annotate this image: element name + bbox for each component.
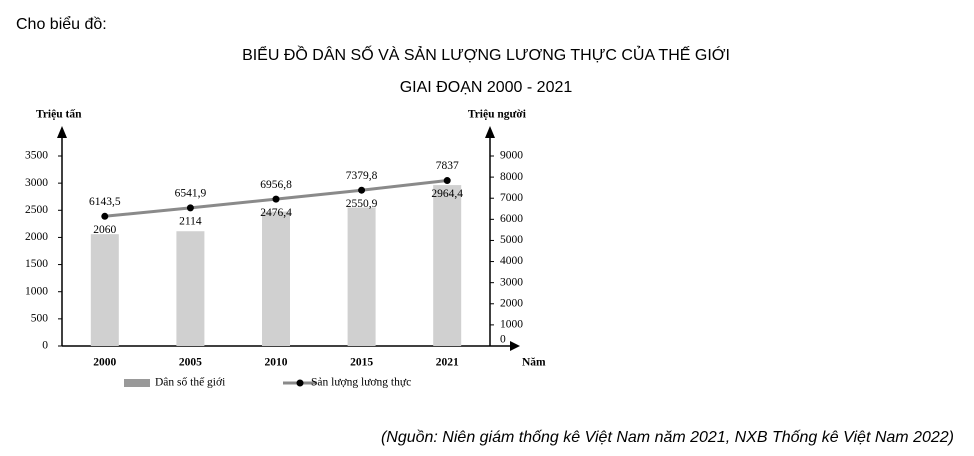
marker [358,186,366,194]
data-label: 6143,5 [89,196,121,208]
y-tick-label: 1500 [25,258,48,270]
y-tick-label: 500 [31,312,49,324]
data-label: 2550,9 [346,198,378,210]
data-label: 2964,4 [431,188,463,200]
data-label: 2476,4 [260,207,292,219]
y-tick-label: 1000 [25,285,48,297]
legend-swatch [124,379,150,387]
data-label: 7379,8 [346,170,378,182]
data-label: 6541,9 [175,188,207,200]
marker [443,177,451,185]
y2-tick-label: 9000 [500,150,523,162]
bar [90,234,119,346]
y2-tick-label: 2000 [500,297,523,309]
axis-arrows [57,126,520,351]
marker [186,204,194,212]
y2-tick-label: 1000 [500,319,523,331]
intro: Cho biểu đồ: [16,15,107,33]
chart-title: BIỂU ĐỒ DÂN SỐ VÀ SẢN LƯỢNG LƯƠNG THỰC C… [242,44,730,64]
bar [347,207,376,346]
bar [176,231,205,346]
data-label: 7837 [436,160,459,172]
x-tick-label: 2010 [265,357,288,369]
y-tick-label: 0 [42,340,48,352]
data-label: 2114 [179,216,202,228]
x-tick-label: 2021 [436,357,459,369]
y-tick-label: 3500 [25,150,48,162]
y2-tick-label: 3000 [500,276,523,288]
y-tick-label: 2000 [25,231,48,243]
marker [272,195,280,203]
data-label: 6956,8 [260,179,292,191]
legend-label: Dân số thế giới [155,376,225,389]
y-tick-label: 2500 [25,204,48,216]
chart-subtitle: GIAI ĐOẠN 2000 - 2021 [400,79,573,96]
x-axis-label: Năm [522,357,546,369]
y2-tick-label: 6000 [500,213,523,225]
source-note: (Nguồn: Niên giám thống kê Việt Nam năm … [381,429,954,446]
y2-axis-label: Triệu người [468,109,527,121]
data-label: 2060 [93,224,116,236]
x-tick-label: 2005 [179,357,202,369]
y2-tick-label: 7000 [500,192,523,204]
y-axis-label: Triệu tấn [36,108,82,121]
bar [262,211,290,346]
y2-tick-label: 0 [500,334,506,346]
bar [433,185,462,346]
y2-tick-label: 8000 [500,171,523,183]
y2-tick-label: 5000 [500,234,523,246]
x-tick-label: 2000 [93,357,116,369]
y2-tick-label: 4000 [500,255,523,267]
legend-marker [296,379,304,387]
legend-label: Sản lượng lương thực [311,377,411,389]
marker [101,212,109,220]
y-tick-label: 3000 [25,177,48,189]
x-tick-label: 2015 [350,357,373,369]
